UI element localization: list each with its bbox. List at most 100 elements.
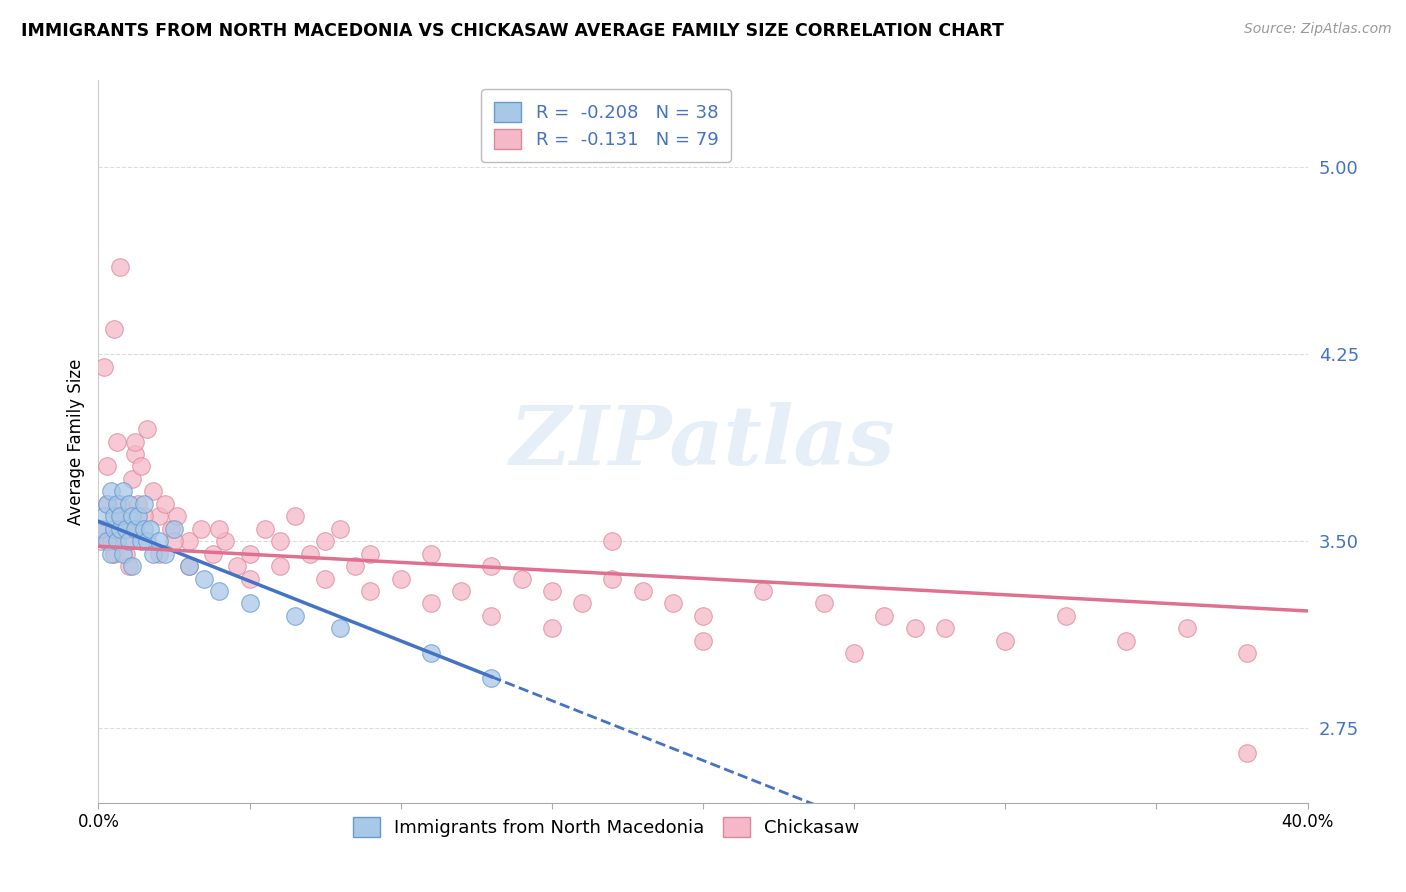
Point (114, 547, 136, 561)
Point (142, 547, 165, 561)
Point (111, 484, 134, 499)
Point (661, 597, 683, 611)
Point (93, 509, 115, 524)
Point (481, 671, 503, 685)
Point (329, 522, 352, 536)
Point (284, 609, 307, 624)
Point (96, 497, 118, 511)
Point (253, 522, 276, 536)
Point (96, 534, 118, 549)
Point (114, 534, 136, 549)
Point (105, 534, 128, 549)
Point (179, 559, 201, 574)
Point (202, 547, 225, 561)
Point (103, 522, 125, 536)
Point (450, 584, 472, 599)
Point (96, 459, 118, 474)
Point (269, 559, 291, 574)
Point (510, 572, 533, 586)
Point (571, 597, 593, 611)
Point (813, 597, 835, 611)
Point (284, 509, 307, 524)
Point (105, 434, 128, 449)
Point (127, 509, 149, 524)
Point (111, 547, 134, 561)
Text: Source: ZipAtlas.com: Source: ZipAtlas.com (1244, 22, 1392, 37)
Point (163, 534, 186, 549)
Point (148, 547, 170, 561)
Point (121, 509, 143, 524)
Point (226, 559, 249, 574)
Point (124, 447, 146, 461)
Point (1115, 633, 1137, 648)
Point (118, 534, 141, 549)
Point (103, 547, 125, 561)
Point (420, 597, 443, 611)
Point (160, 522, 183, 536)
Point (420, 547, 443, 561)
Point (208, 522, 231, 536)
Point (1236, 646, 1258, 660)
Point (166, 509, 188, 524)
Point (90, 534, 112, 549)
Point (132, 509, 155, 524)
Point (129, 534, 152, 549)
Point (344, 559, 367, 574)
Point (124, 434, 146, 449)
Point (163, 522, 186, 536)
Point (148, 534, 170, 549)
Point (105, 497, 128, 511)
Text: IMMIGRANTS FROM NORTH MACEDONIA VS CHICKASAW AVERAGE FAMILY SIZE CORRELATION CHA: IMMIGRANTS FROM NORTH MACEDONIA VS CHICK… (21, 22, 1004, 40)
Point (360, 584, 382, 599)
Point (135, 422, 157, 436)
Point (329, 621, 352, 635)
Point (96, 497, 118, 511)
Point (239, 597, 262, 611)
Point (934, 621, 956, 635)
Point (692, 609, 714, 624)
Point (314, 572, 336, 586)
Point (121, 472, 143, 486)
Point (118, 497, 141, 511)
Point (139, 522, 162, 536)
Point (103, 509, 125, 524)
Point (602, 534, 624, 549)
Point (214, 534, 236, 549)
Point (193, 572, 215, 586)
Point (190, 522, 212, 536)
Point (239, 547, 262, 561)
Point (127, 497, 149, 511)
Point (108, 509, 131, 524)
Y-axis label: Average Family Size: Average Family Size (66, 359, 84, 524)
Point (631, 584, 654, 599)
Point (108, 522, 131, 536)
Point (314, 534, 336, 549)
Point (114, 522, 136, 536)
Point (124, 522, 146, 536)
Point (153, 497, 176, 511)
Point (100, 534, 122, 549)
Point (1236, 746, 1258, 760)
Point (148, 509, 170, 524)
Point (124, 522, 146, 536)
Point (1054, 609, 1077, 624)
Point (540, 621, 562, 635)
Point (93, 522, 115, 536)
Point (179, 534, 201, 549)
Point (873, 609, 896, 624)
Point (103, 522, 125, 536)
Point (208, 584, 231, 599)
Point (844, 646, 866, 660)
Point (904, 621, 927, 635)
Point (90, 522, 112, 536)
Point (121, 559, 143, 574)
Point (1175, 621, 1198, 635)
Point (100, 547, 122, 561)
Point (132, 522, 155, 536)
Point (103, 322, 125, 336)
Point (389, 572, 412, 586)
Text: ZIPatlas: ZIPatlas (510, 401, 896, 482)
Point (129, 459, 152, 474)
Point (269, 534, 291, 549)
Point (420, 646, 443, 660)
